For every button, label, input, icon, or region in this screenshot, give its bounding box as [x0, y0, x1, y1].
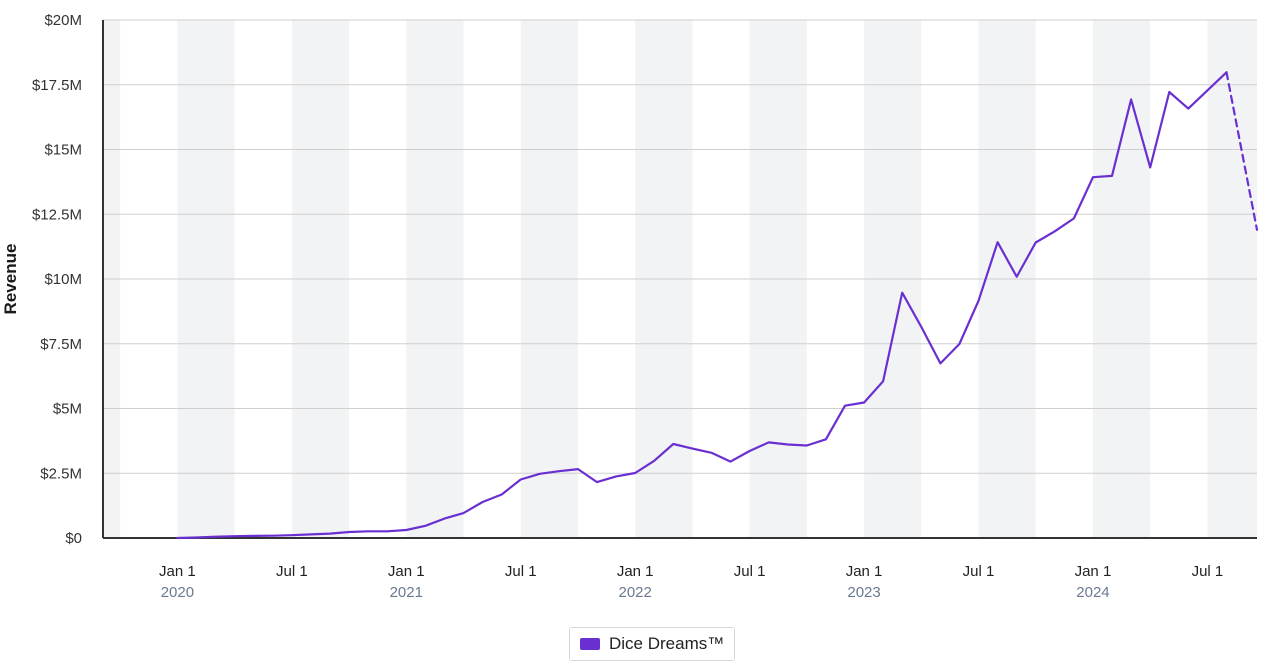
- x-tick-labels: Jan 1 2020 Jul 1 Jan 1 2021 Jul 1 Jan 1 2022 Jul…: [159, 563, 1223, 601]
- x-tick-7: Jul 1: [963, 563, 995, 580]
- x-tick-6: Jan 1: [846, 563, 883, 580]
- x-tick-3: Jul 1: [505, 563, 537, 580]
- x-tick-0: Jan 1: [159, 563, 196, 580]
- x-tick-year-4: 2022: [618, 584, 651, 601]
- x-tick-4: Jan 1: [617, 563, 654, 580]
- grid-lines: [103, 19, 1257, 474]
- series-line-0: [176, 71, 1228, 540]
- y-tick-2: $5M: [53, 401, 82, 418]
- x-tick-year-8: 2024: [1076, 584, 1109, 601]
- y-tick-3: $7.5M: [40, 336, 82, 353]
- y-tick-labels: $0 $2.5M $5M $7.5M $10M $12.5M $15M $17.5M $20M: [32, 12, 82, 547]
- x-tick-1: Jul 1: [276, 563, 308, 580]
- y-tick-0: $0: [65, 530, 82, 547]
- legend-swatch: [580, 638, 600, 650]
- x-tick-year-6: 2023: [847, 584, 880, 601]
- x-tick-8: Jan 1: [1075, 563, 1112, 580]
- x-tick-year-2: 2021: [390, 584, 423, 601]
- x-tick-5: Jul 1: [734, 563, 766, 580]
- y-axis-label: Revenue: [1, 244, 20, 315]
- x-tick-9: Jul 1: [1192, 563, 1224, 580]
- legend-label: Dice Dreams™: [609, 634, 725, 653]
- legend-item[interactable]: Dice Dreams™: [569, 627, 736, 661]
- series-lines: [176, 71, 1259, 540]
- y-tick-5: $12.5M: [32, 206, 82, 223]
- chart-svg: $0$2.5M$5M$7.5M$10M$12.5M$15M$17.5M$20M …: [1, 12, 1259, 601]
- y-tick-1: $2.5M: [40, 465, 82, 482]
- x-tick-year-0: 2020: [161, 584, 194, 601]
- axes: [102, 20, 1257, 539]
- x-tick-2: Jan 1: [388, 563, 425, 580]
- y-tick-4: $10M: [44, 271, 82, 288]
- y-tick-8: $20M: [44, 12, 82, 29]
- y-tick-6: $15M: [44, 142, 82, 159]
- y-tick-7: $17.5M: [32, 77, 82, 94]
- series-projection-0: [1225, 71, 1259, 231]
